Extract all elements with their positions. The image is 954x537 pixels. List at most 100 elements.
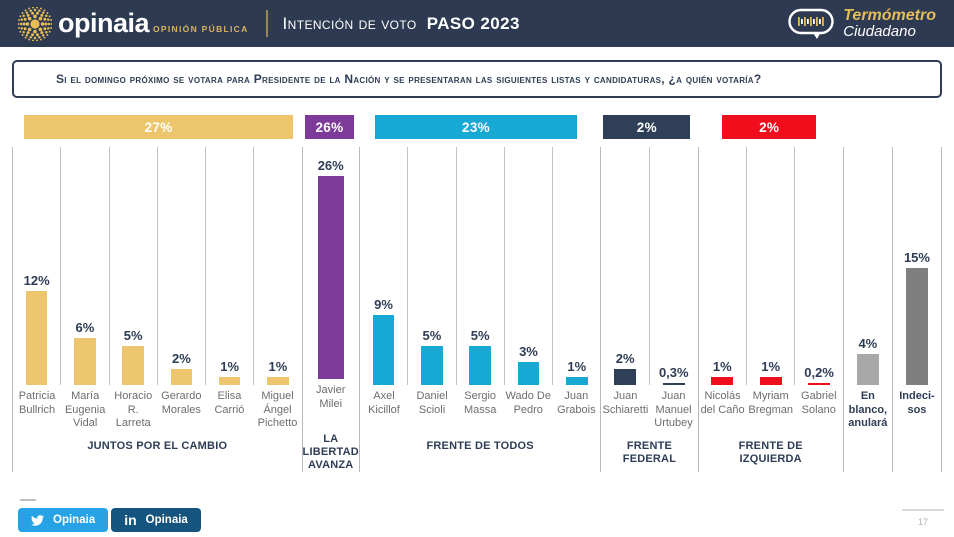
candidate-bar xyxy=(469,346,492,385)
candidate-value-label: 2% xyxy=(171,351,191,366)
candidate-bar xyxy=(25,291,48,385)
candidate-name: Miguel Ángel Pichetto xyxy=(257,390,298,429)
candidate-bar xyxy=(711,377,734,385)
candidate-value-label: 1% xyxy=(220,359,240,374)
candidate-value-label: 12% xyxy=(23,273,50,288)
linkedin-button-label: Opinaia xyxy=(145,514,188,526)
candidate-names-row: Javier Milei xyxy=(303,379,359,430)
candidate-bar xyxy=(808,383,830,385)
bars-row: 15% xyxy=(893,147,941,385)
party-group: 4% En blanco, anulará xyxy=(842,147,892,472)
candidate-bar xyxy=(565,377,588,385)
ciudadano-word: Ciudadano xyxy=(843,22,916,40)
social-buttons: Opinaia in Opinaia xyxy=(18,508,201,532)
candidate-column: 1% xyxy=(699,147,747,385)
candidate-name: Juan Grabois xyxy=(557,390,596,416)
candidate-bar xyxy=(74,338,96,385)
candidate-value-label: 9% xyxy=(374,297,393,312)
termometro-ciudadano-logo: Termómetro Ciudadano xyxy=(788,6,936,40)
candidate-value-label: 6% xyxy=(75,320,95,335)
twitter-bird-icon xyxy=(31,514,44,526)
candidate-names-row: Patricia Bullrich María Eugenia Vidal Horacio… xyxy=(13,385,302,437)
candidate-column: 3% xyxy=(505,147,554,385)
candidate-column: 2% xyxy=(158,147,206,385)
bars-row: 4% xyxy=(844,147,892,385)
candidate-bar xyxy=(905,268,928,385)
candidate-bar xyxy=(372,315,395,385)
candidate-bar xyxy=(170,369,193,385)
candidate-value-label: 15% xyxy=(903,250,930,265)
candidate-column: 9% xyxy=(360,147,409,385)
candidate-bar xyxy=(517,362,540,385)
candidate-value-label: 3% xyxy=(519,344,538,359)
party-group: 26% Javier Milei LA LIBERTAD AVANZA xyxy=(301,147,359,472)
candidate-name: Sergio Massa xyxy=(463,390,497,416)
candidate-value-label: 2% xyxy=(615,351,635,366)
bars-row: 26% xyxy=(303,147,359,380)
coalition-total-slot: 2% xyxy=(695,115,842,139)
page-number-line xyxy=(902,509,944,511)
candidate-value-label: 1% xyxy=(712,359,732,374)
coalition-total-bar: 26% xyxy=(305,115,354,139)
candidate-name: Javier Milei xyxy=(316,384,346,410)
candidate-name: Indeci-sos xyxy=(899,390,935,416)
candidate-column: 15% xyxy=(893,147,941,385)
brand-subtitle: OPINIÓN PÚBLICA xyxy=(153,24,249,34)
party-group: 2% 0,3% Juan Schiaretti Juan Manuel Urtubey FRE… xyxy=(600,147,697,472)
termometro-word: Termómetro xyxy=(843,6,936,24)
candidate-names-row: Nicolás del Caño Myriam Bregman Gabriel Solan… xyxy=(699,385,843,437)
header-bar: opinaia OPINIÓN PÚBLICA Intención de vot… xyxy=(0,0,954,47)
twitter-button[interactable]: Opinaia xyxy=(18,508,109,532)
candidate-name: En blanco, anulará xyxy=(848,390,888,429)
party-group-label: FRENTE DE TODOS xyxy=(426,440,534,452)
party-group-label: JUNTOS POR EL CAMBIO xyxy=(87,440,228,452)
linkedin-button[interactable]: in Opinaia xyxy=(111,508,201,532)
candidate-column: 5% xyxy=(457,147,505,385)
brand-name: opinaia xyxy=(58,8,150,38)
chart-groups-row: 12% 6% 5% 2% 1% 1% Patricia Bullrich María Eugeni… xyxy=(12,147,942,472)
candidate-value-label: 1% xyxy=(268,359,288,374)
candidate-bar xyxy=(759,377,782,385)
candidate-column: 0,2% xyxy=(795,147,842,385)
candidate-bar xyxy=(662,383,685,385)
bars-row: 1% 1% 0,2% xyxy=(699,147,843,385)
candidate-name: Juan Schiaretti xyxy=(602,390,649,416)
bars-row: 2% 0,3% xyxy=(601,147,697,385)
page-number: 17 xyxy=(917,517,928,527)
twitter-button-label: Opinaia xyxy=(53,514,96,526)
party-group: 1% 1% 0,2% Nicolás del Caño Myriam Bregman Gabr… xyxy=(697,147,843,472)
candidate-names-row: Axel Kicillof Daniel Scioli Sergio Massa Wado … xyxy=(360,385,600,437)
coalition-total-bar: 2% xyxy=(722,115,816,139)
party-group: 12% 6% 5% 2% 1% 1% Patricia Bullrich María Eugeni… xyxy=(12,147,302,472)
candidate-value-label: 0,2% xyxy=(804,365,834,380)
candidate-name: Elisa Carrió xyxy=(214,390,245,416)
candidate-bar xyxy=(267,377,289,385)
candidate-value-label: 1% xyxy=(567,359,587,374)
party-group-label: LA LIBERTAD AVANZA xyxy=(302,433,359,471)
candidate-bar xyxy=(122,346,144,385)
coalition-total-bar: 27% xyxy=(24,115,294,139)
party-group-label: FRENTE DE IZQUIERDA xyxy=(738,440,803,465)
candidate-names-row: En blanco, anulará xyxy=(844,385,892,437)
coalition-total-slot xyxy=(891,115,942,139)
waveform-bars xyxy=(798,16,825,26)
candidate-bar xyxy=(856,354,879,385)
candidate-column: 1% xyxy=(553,147,600,385)
candidate-name: Axel Kicillof xyxy=(368,390,400,416)
candidate-value-label: 5% xyxy=(422,328,442,343)
candidate-bar xyxy=(218,377,241,385)
party-group: 15% Indeci-sos xyxy=(891,147,942,472)
coalition-total-slot: 26% xyxy=(304,115,354,139)
candidate-column: 26% xyxy=(303,147,359,380)
candidate-column: 1% xyxy=(254,147,301,385)
question-text: Si el domingo próximo se votara para Pre… xyxy=(56,72,762,86)
page-number-block: 17 xyxy=(902,509,944,527)
candidate-value-label: 1% xyxy=(761,359,781,374)
candidate-column: 6% xyxy=(61,147,110,385)
bars-row: 9% 5% 5% 3% 1% xyxy=(360,147,600,385)
coalition-total-bar: 23% xyxy=(374,115,578,139)
candidate-column: 1% xyxy=(747,147,796,385)
coalition-total-slot: 2% xyxy=(597,115,695,139)
candidate-name: Nicolás del Caño xyxy=(700,390,745,416)
